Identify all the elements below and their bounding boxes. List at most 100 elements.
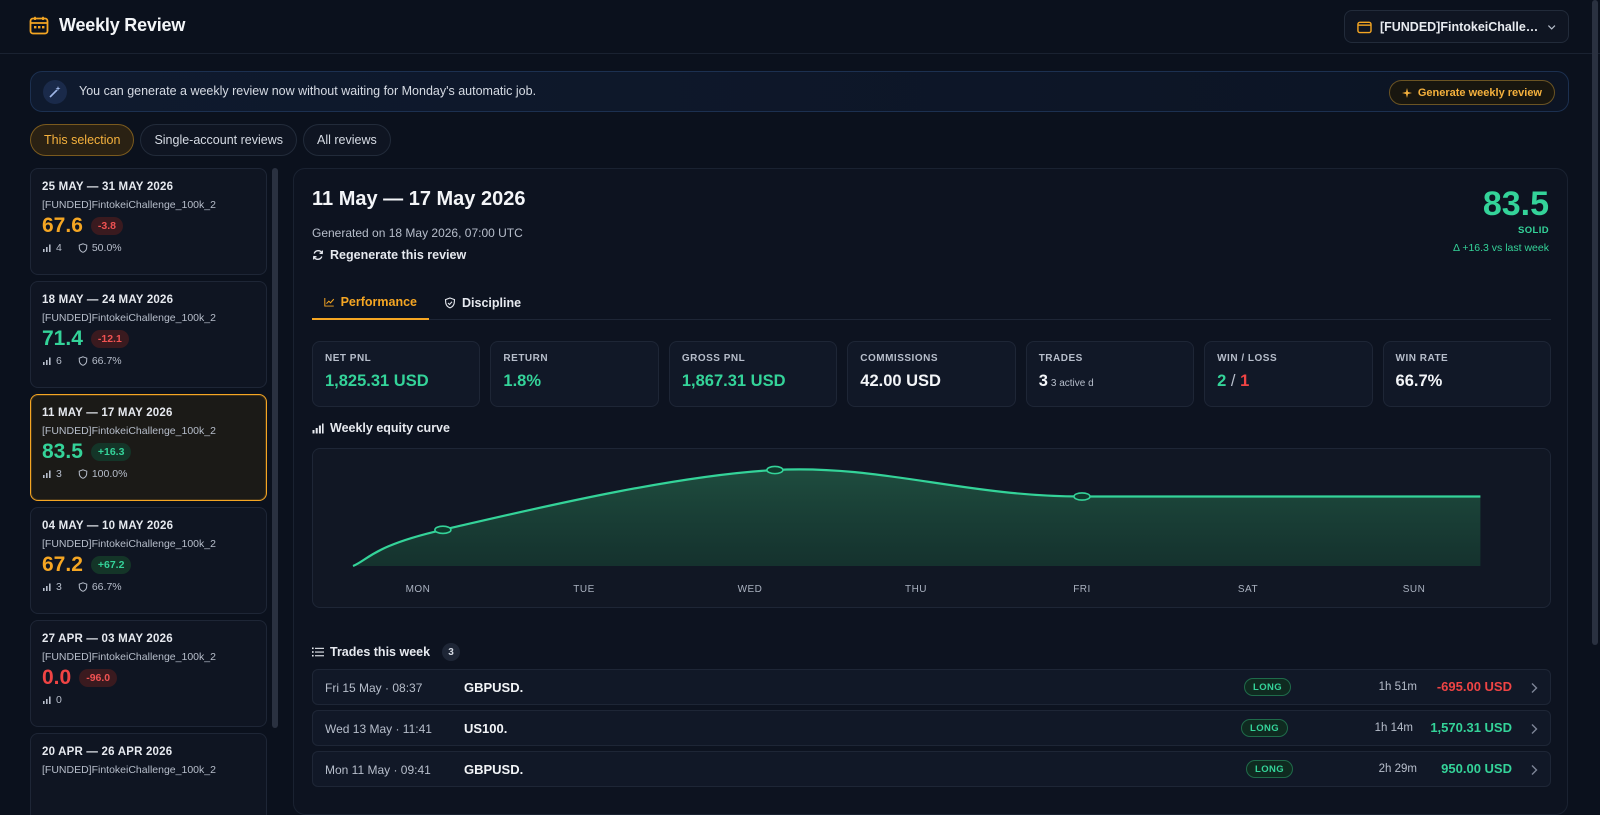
review-trade-count: 4	[56, 242, 62, 254]
stat-label: WIN RATE	[1395, 353, 1449, 364]
trade-pnl: -695.00 USD	[1436, 679, 1512, 694]
trade-symbol: GBPUSD.	[464, 762, 524, 777]
stat-value-wrap: 2 / 1	[1217, 372, 1359, 391]
account-selector[interactable]: [FUNDED]FintokeiChallenge_100k_2	[1344, 10, 1569, 43]
review-score: 83.5	[42, 440, 83, 463]
review-detail-panel: 11 May — 17 May 2026 Generated on 18 May…	[293, 168, 1568, 815]
trades-count-badge: 3	[442, 643, 461, 661]
stat-commissions: COMMISSIONS 42.00 USD	[847, 341, 1016, 407]
generate-weekly-review-button[interactable]: Generate weekly review	[1388, 80, 1555, 105]
trade-symbol: US100.	[464, 721, 508, 736]
review-delta-badge: +16.3	[90, 443, 132, 461]
equity-point[interactable]	[1073, 492, 1091, 501]
equity-point[interactable]	[434, 525, 452, 535]
review-score: 67.6	[42, 214, 83, 237]
review-account: [FUNDED]FintokeiChallenge_100k_2	[42, 199, 216, 211]
stat-label: COMMISSIONS	[860, 353, 938, 364]
trade-symbol: GBPUSD.	[464, 680, 524, 695]
shield-icon	[78, 469, 88, 479]
filter-this-selection[interactable]: This selection	[30, 124, 135, 156]
trades-section-title: Trades this week 3	[312, 643, 461, 661]
trade-row[interactable]: Fri 15 May · 08:37 GBPUSD. LONG 1h 51m -…	[312, 669, 1551, 705]
review-delta-badge: -96.0	[79, 669, 118, 687]
review-card[interactable]: 27 APR — 03 MAY 2026 [FUNDED]FintokeiCha…	[30, 620, 267, 727]
stat-value: 42.00 USD	[860, 372, 941, 390]
shield-check-icon	[444, 296, 456, 308]
tab-performance[interactable]: Performance	[312, 285, 429, 320]
chevron-right-icon	[1531, 724, 1538, 734]
account-selector-label: [FUNDED]FintokeiChallenge_100k_2	[1379, 19, 1539, 34]
review-card[interactable]: 18 MAY — 24 MAY 2026 [FUNDED]FintokeiCha…	[30, 281, 267, 388]
generate-weekly-review-label: Generate weekly review	[1417, 86, 1542, 99]
stat-win-loss: WIN / LOSS 2 / 1	[1204, 341, 1373, 407]
stat-gross-pnl: GROSS PNL 1,867.31 USD	[668, 341, 838, 407]
equity-point[interactable]	[766, 465, 784, 475]
trade-date: Wed 13 May · 11:41	[325, 722, 432, 736]
bar-chart-icon	[43, 357, 51, 365]
chevron-down-icon	[1547, 24, 1556, 30]
score-rating-label: SOLID	[1517, 225, 1549, 236]
trade-row[interactable]: Wed 13 May · 11:41 US100. LONG 1h 14m 1,…	[312, 710, 1551, 746]
stat-win-rate: WIN RATE 66.7%	[1382, 341, 1551, 407]
equity-area	[353, 469, 1481, 566]
review-card[interactable]: 25 MAY — 31 MAY 2026 [FUNDED]FintokeiCha…	[30, 168, 267, 275]
review-list-scrollbar[interactable]	[272, 168, 278, 728]
review-win-rate: 66.7%	[91, 581, 122, 593]
stat-value: 3	[1038, 372, 1048, 390]
review-score: 71.4	[42, 327, 83, 350]
review-week-title: 11 May — 17 May 2026	[312, 188, 526, 210]
review-score: 67.2	[42, 553, 83, 576]
review-delta-badge: -12.1	[90, 330, 129, 348]
review-card[interactable]: 20 APR — 26 APR 2026 [FUNDED]FintokeiCha…	[30, 733, 267, 815]
page-scrollbar[interactable]	[1592, 0, 1598, 645]
trade-duration: 1h 14m	[1374, 722, 1413, 734]
equity-curve-chart: MON TUE WED THU FRI SAT SUN	[312, 448, 1551, 608]
stat-label: RETURN	[503, 353, 549, 364]
filter-single-account-reviews[interactable]: Single-account reviews	[140, 124, 297, 156]
banner-text: You can generate a weekly review now wit…	[79, 84, 537, 98]
filter-all-reviews[interactable]: All reviews	[302, 124, 391, 156]
refresh-icon	[312, 250, 324, 260]
line-chart-icon	[324, 297, 335, 307]
review-score: 0.0	[42, 666, 72, 689]
review-account: [FUNDED]FintokeiChallenge_100k_2	[42, 425, 216, 437]
page-title: Weekly Review	[59, 15, 186, 35]
review-win-rate: 66.7%	[91, 355, 122, 367]
x-tick-label: WED	[738, 584, 763, 595]
stat-value: 1,867.31 USD	[681, 372, 786, 390]
trade-pnl: 1,570.31 USD	[1430, 720, 1512, 735]
stat-value: 1,825.31 USD	[325, 372, 429, 390]
sparkle-icon	[1401, 87, 1412, 98]
tab-discipline[interactable]: Discipline	[432, 285, 533, 320]
review-card[interactable]: 04 MAY — 10 MAY 2026 [FUNDED]FintokeiCha…	[30, 507, 267, 614]
shield-icon	[78, 243, 88, 253]
tab-performance-label: Performance	[340, 294, 417, 309]
wand-icon-wrap	[43, 80, 67, 104]
equity-x-labels: MON TUE WED THU FRI SAT SUN	[406, 584, 1425, 595]
trade-duration: 2h 29m	[1378, 763, 1417, 775]
x-tick-label: TUE	[573, 584, 595, 595]
generated-timestamp: Generated on 18 May 2026, 07:00 UTC	[312, 226, 523, 240]
trade-row[interactable]: Mon 11 May · 09:41 GBPUSD. LONG 2h 29m 9…	[312, 751, 1551, 787]
stat-return: RETURN 1.8%	[490, 341, 659, 407]
score-vs-last-week: Δ +16.3 vs last week	[1452, 242, 1549, 254]
stat-label: TRADES	[1038, 353, 1083, 364]
review-account: [FUNDED]FintokeiChallenge_100k_2	[42, 651, 216, 663]
x-tick-label: MON	[406, 584, 431, 595]
equity-curve-title: Weekly equity curve	[312, 421, 450, 435]
regenerate-review-button[interactable]: Regenerate this review	[312, 248, 466, 262]
review-account: [FUNDED]FintokeiChallenge_100k_2	[42, 312, 216, 324]
detail-tabs: Performance Discipline	[312, 285, 1551, 320]
trade-date: Fri 15 May · 08:37	[325, 681, 423, 695]
trade-side-badge: LONG	[1241, 719, 1289, 737]
trade-side-badge: LONG	[1246, 760, 1294, 778]
review-trade-count: 3	[56, 581, 62, 593]
review-filter-tabs: This selection Single-account reviews Al…	[30, 124, 391, 156]
review-range: 11 MAY — 17 MAY 2026	[42, 407, 173, 419]
review-score-large: 83.5	[1482, 185, 1549, 223]
review-range: 27 APR — 03 MAY 2026	[42, 633, 173, 645]
review-card-selected[interactable]: 11 MAY — 17 MAY 2026 [FUNDED]FintokeiCha…	[30, 394, 267, 501]
trade-side-badge: LONG	[1244, 678, 1292, 696]
